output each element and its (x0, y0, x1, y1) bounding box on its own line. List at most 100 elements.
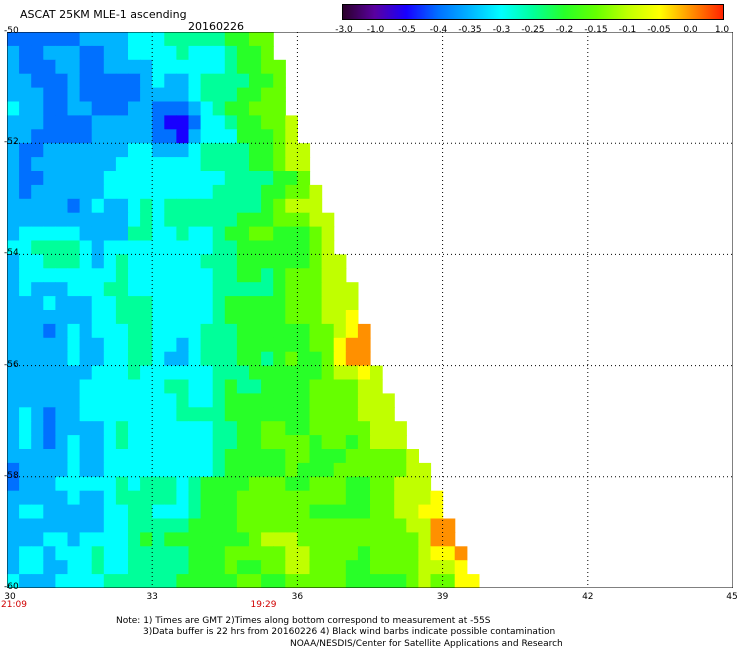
data-cell (357, 462, 371, 478)
data-cell (31, 115, 44, 130)
data-cell (79, 115, 93, 130)
data-cell (176, 435, 190, 450)
data-cell (115, 296, 129, 311)
data-cell (128, 59, 141, 75)
data-cell (224, 184, 238, 200)
data-cell (200, 254, 214, 269)
data-cell (91, 574, 105, 588)
data-cell (31, 504, 44, 520)
data-cell (176, 365, 190, 381)
data-cell (418, 532, 432, 547)
data-cell (224, 351, 238, 367)
data-cell (321, 518, 335, 533)
data-cell (212, 268, 226, 283)
data-cell (212, 87, 226, 103)
data-cell (176, 282, 190, 297)
data-cell (103, 351, 117, 367)
data-cell (55, 296, 69, 311)
data-cell (67, 115, 81, 130)
data-cell (67, 129, 81, 144)
data-cell (128, 268, 141, 283)
data-cell (67, 254, 81, 269)
data-cell (7, 310, 20, 325)
data-cell (224, 574, 238, 588)
data-cell (152, 407, 165, 422)
data-cell (43, 226, 56, 242)
data-cell (273, 379, 286, 394)
data-cell (43, 574, 56, 588)
data-cell (309, 184, 323, 200)
data-cell (321, 296, 335, 311)
data-cell (91, 87, 105, 103)
data-cell (128, 282, 141, 297)
data-cell (261, 282, 274, 297)
data-cell (261, 337, 274, 353)
data-cell (357, 351, 371, 367)
data-cell (224, 296, 238, 311)
time-label: 21:09 (1, 600, 27, 610)
data-cell (321, 310, 335, 325)
data-cell (7, 198, 20, 214)
data-cell (152, 101, 165, 116)
data-cell (176, 115, 190, 130)
data-cell (224, 449, 238, 464)
data-cell (31, 323, 44, 339)
data-cell (31, 449, 44, 464)
data-cell (261, 226, 274, 242)
data-cell (357, 435, 371, 450)
data-cell (19, 323, 32, 339)
data-cell (55, 73, 69, 89)
data-cell (140, 323, 153, 339)
data-cell (31, 87, 44, 103)
data-cell (321, 351, 335, 367)
data-cell (224, 73, 238, 89)
data-cell (140, 115, 153, 130)
data-cell (345, 310, 359, 325)
data-cell (128, 462, 141, 478)
data-cell (103, 73, 117, 89)
data-cell (164, 212, 177, 228)
data-cell (285, 212, 298, 228)
data-cell (224, 45, 238, 61)
data-cell (212, 351, 226, 367)
data-cell (31, 560, 44, 575)
data-cell (103, 296, 117, 311)
data-cell (236, 32, 250, 47)
data-cell (19, 171, 32, 186)
data-cell (7, 32, 20, 47)
data-cell (31, 518, 44, 533)
data-cell (164, 32, 177, 47)
data-cell (454, 560, 468, 575)
data-cell (91, 143, 105, 158)
data-cell (442, 532, 456, 547)
data-cell (430, 574, 444, 588)
data-cell (115, 351, 129, 367)
data-cell (224, 143, 238, 158)
data-cell (43, 282, 56, 297)
data-cell (297, 407, 311, 422)
data-cell (164, 198, 177, 214)
data-cell (309, 449, 323, 464)
data-cell (164, 323, 177, 339)
data-cell (200, 518, 214, 533)
data-cell (67, 198, 81, 214)
data-cell (19, 282, 32, 297)
data-cell (7, 407, 20, 422)
data-cell (103, 379, 117, 394)
data-cell (236, 490, 250, 506)
data-cell (128, 407, 141, 422)
data-cell (430, 504, 444, 520)
data-cell (200, 282, 214, 297)
data-cell (176, 476, 190, 492)
data-cell (430, 546, 444, 561)
data-cell (103, 101, 117, 116)
data-cell (67, 282, 81, 297)
data-cell (406, 546, 419, 561)
data-cell (152, 254, 165, 269)
data-cell (188, 351, 202, 367)
data-cell (333, 282, 347, 297)
data-cell (188, 560, 202, 575)
data-cell (285, 310, 298, 325)
data-cell (273, 421, 286, 436)
data-cell (309, 490, 323, 506)
